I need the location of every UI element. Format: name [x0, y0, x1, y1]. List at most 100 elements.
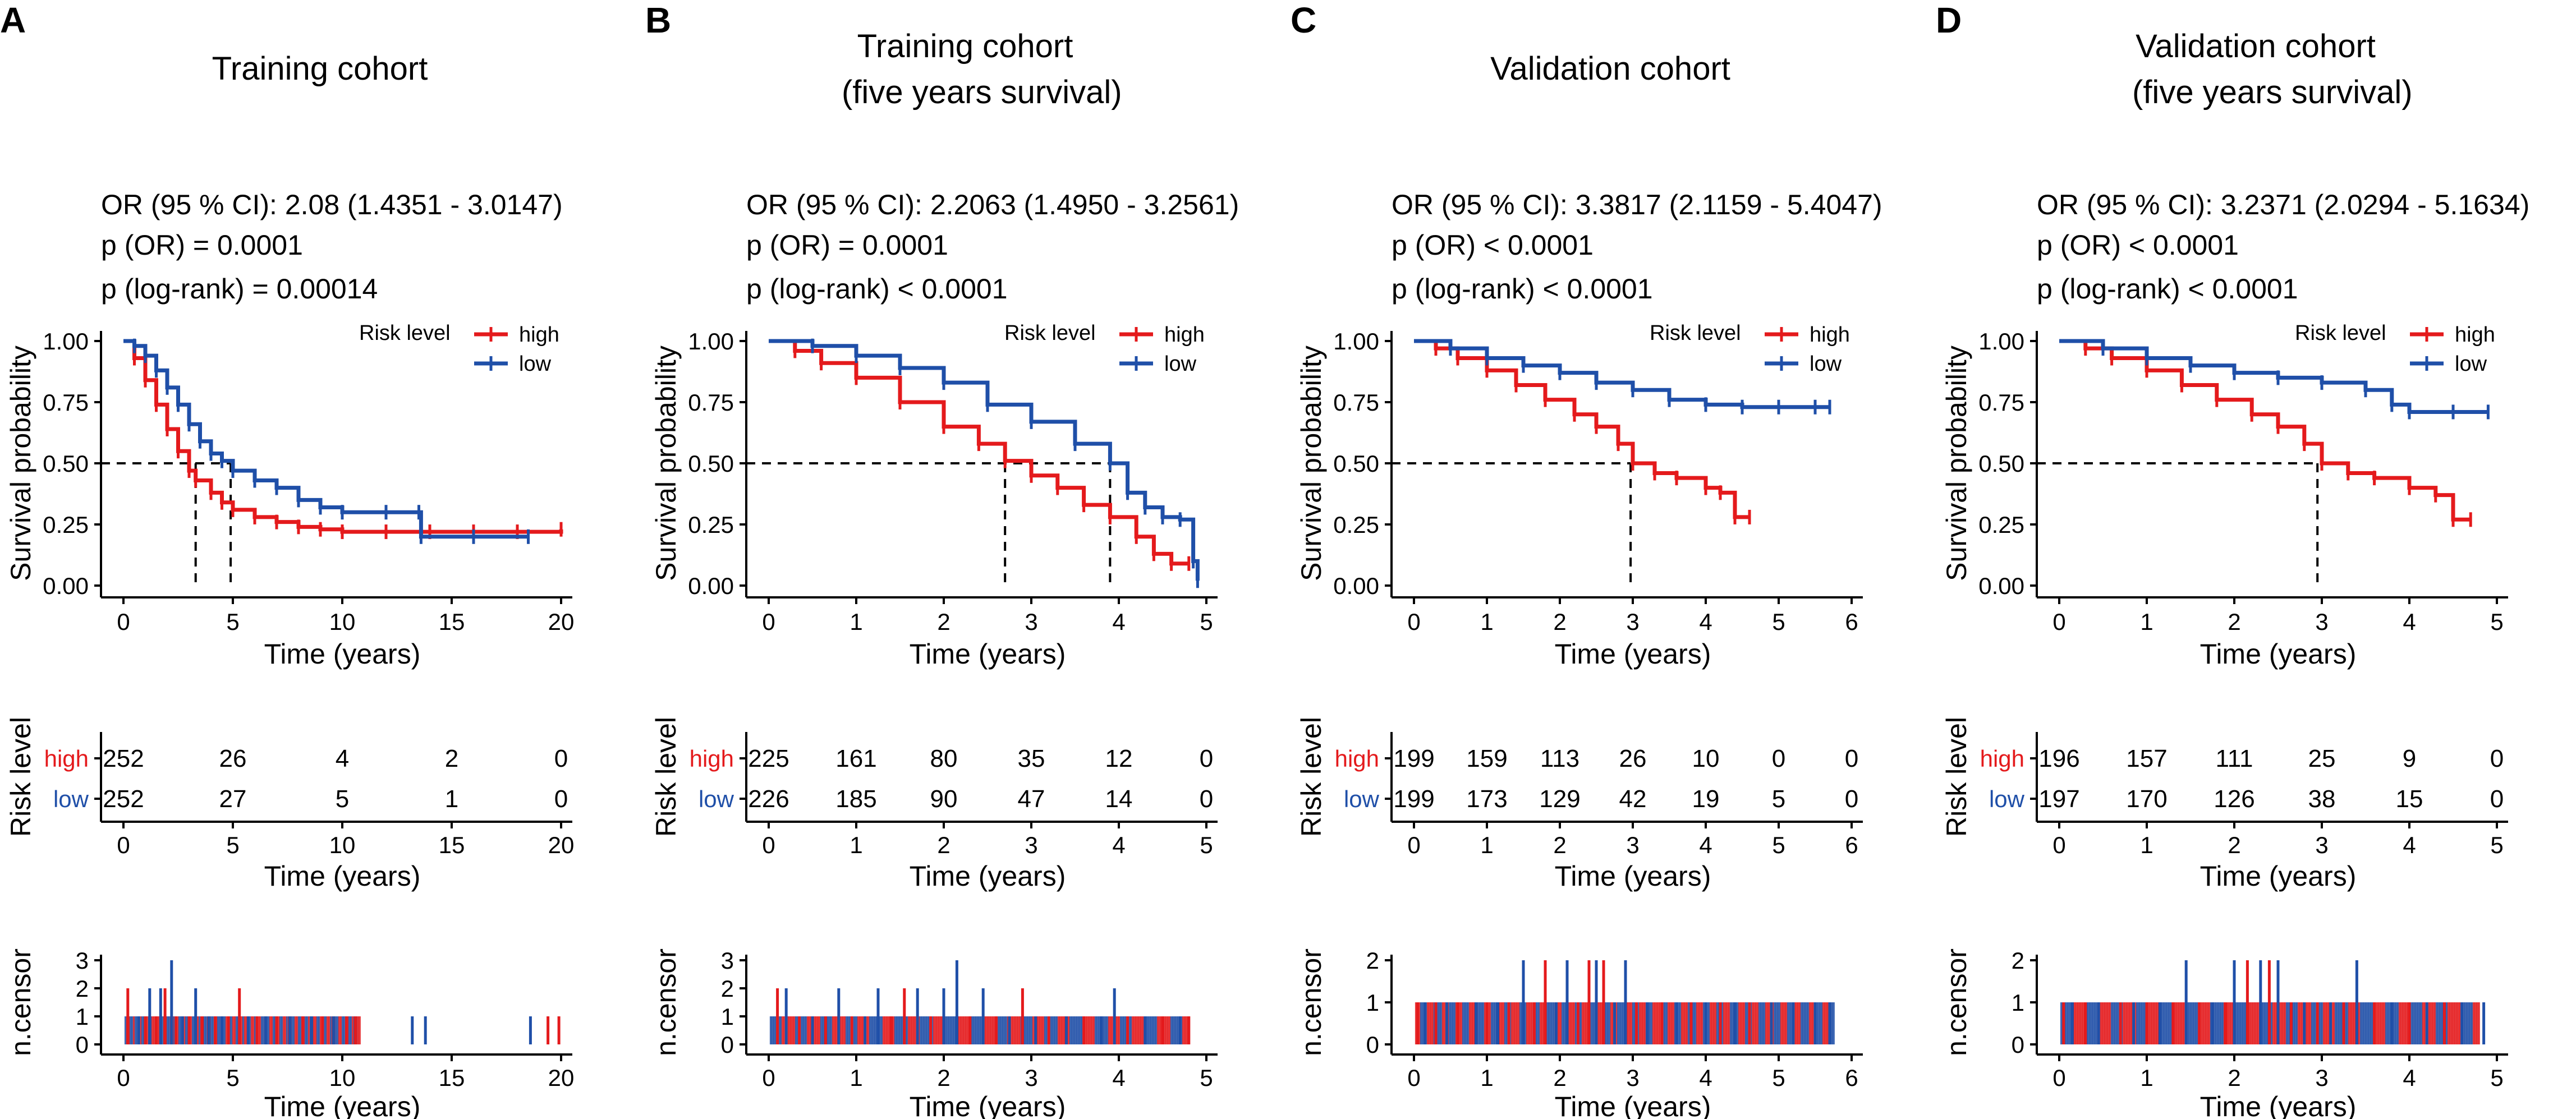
risk-count-high: 80 [930, 745, 958, 772]
censor-y-label: n.censor [1296, 948, 1327, 1056]
risk-x-tick-label: 2 [1553, 832, 1566, 858]
risk-x-tick-label: 6 [1845, 832, 1858, 858]
p-logrank-text: p (log-rank) < 0.0001 [746, 273, 1008, 305]
risk-x-tick-label: 2 [2228, 832, 2240, 858]
risk-x-tick-label: 4 [1112, 832, 1125, 858]
panel-letter: D [1936, 0, 1962, 40]
censor-x-tick-label: 4 [1112, 1065, 1125, 1091]
censor-y-tick-label: 2 [721, 975, 734, 1002]
censor-x-tick-label: 5 [1200, 1065, 1213, 1091]
risk-group-label-high: high [1335, 745, 1379, 772]
censor-y-tick-label: 0 [1366, 1031, 1379, 1058]
censor-x-tick-label: 15 [439, 1065, 465, 1091]
km-curve-high [123, 339, 563, 534]
km-x-tick-label: 0 [1407, 609, 1420, 635]
km-x-tick-label: 1 [1480, 609, 1493, 635]
risk-count-low: 0 [1845, 785, 1858, 813]
km-x-axis-label: Time (years) [264, 638, 421, 670]
censor-x-tick-label: 0 [1407, 1065, 1420, 1091]
km-y-axis-label: Survival probability [1941, 346, 1972, 581]
km-curve-low [1414, 339, 1830, 409]
km-y-tick-label: 0.25 [43, 512, 89, 538]
km-y-tick-label: 0.75 [688, 389, 734, 416]
km-curve-low [769, 339, 1200, 581]
km-x-axis-label: Time (years) [1555, 638, 1711, 670]
km-curve-high [769, 339, 1189, 566]
km-x-tick-label: 3 [1626, 609, 1639, 635]
censor-y-tick-label: 2 [76, 975, 89, 1002]
panel-d: D Validation cohort (five years survival)… [1936, 0, 2576, 1119]
risk-group-label-low: low [1989, 786, 2025, 812]
risk-count-low: 90 [930, 785, 958, 813]
risk-count-low: 47 [1018, 785, 1045, 813]
km-x-tick-label: 5 [2490, 609, 2503, 635]
censor-x-tick-label: 0 [117, 1065, 130, 1091]
risk-count-high: 111 [2216, 745, 2253, 772]
odds-ratio-text: OR (95 % CI): 3.3817 (2.1159 - 5.4047) [1392, 189, 1882, 220]
panel-letter: C [1291, 0, 1317, 40]
risk-x-tick-label: 0 [1407, 832, 1420, 858]
censor-x-tick-label: 0 [762, 1065, 775, 1091]
km-y-tick-label: 1.00 [1333, 328, 1379, 354]
legend-label-high: high [1164, 323, 1205, 347]
censor-x-tick-label: 5 [1772, 1065, 1785, 1091]
km-x-tick-label: 4 [1699, 609, 1712, 635]
km-y-tick-label: 0.75 [43, 389, 89, 416]
risk-x-tick-label: 5 [1200, 832, 1213, 858]
risk-count-low: 197 [2038, 785, 2079, 813]
risk-count-high: 9 [2403, 745, 2416, 772]
risk-count-low: 27 [219, 785, 247, 813]
km-x-tick-label: 1 [2140, 609, 2153, 635]
panel-letter: B [645, 0, 672, 40]
risk-x-tick-label: 1 [2140, 832, 2153, 858]
risk-count-high: 4 [336, 745, 349, 772]
legend-title: Risk level [359, 321, 451, 345]
risk-x-tick-label: 3 [1626, 832, 1639, 858]
km-x-tick-label: 0 [2052, 609, 2065, 635]
censor-x-tick-label: 5 [2490, 1065, 2503, 1091]
km-y-axis-label: Survival probability [5, 346, 36, 581]
km-x-axis-label: Time (years) [2200, 638, 2357, 670]
censor-x-tick-label: 2 [2228, 1065, 2240, 1091]
risk-count-low: 173 [1466, 785, 1507, 813]
risk-count-high: 2 [445, 745, 458, 772]
censor-y-tick-label: 1 [2012, 989, 2024, 1016]
censor-y-label: n.censor [5, 948, 36, 1056]
km-y-tick-label: 0.25 [1978, 512, 2024, 538]
km-curve-low [2059, 339, 2488, 414]
risk-group-label-high: high [1980, 745, 2024, 772]
p-or-text: p (OR) < 0.0001 [2037, 229, 2239, 261]
risk-count-high: 161 [835, 745, 876, 772]
km-x-tick-label: 5 [226, 609, 239, 635]
censor-x-tick-label: 3 [1626, 1065, 1639, 1091]
risk-x-tick-label: 15 [439, 832, 465, 858]
panel-c: C Validation cohort OR (95 % CI): 3.3817 (… [1291, 0, 1936, 1119]
censor-y-tick-label: 2 [2012, 947, 2024, 974]
risk-count-high: 196 [2038, 745, 2079, 772]
risk-table-y-label: Risk level [650, 717, 682, 837]
km-curve-high [2059, 339, 2471, 522]
censor-x-axis-label: Time (years) [910, 1091, 1066, 1119]
censor-x-tick-label: 1 [2140, 1065, 2153, 1091]
censor-x-tick-label: 3 [1025, 1065, 1037, 1091]
risk-count-high: 113 [1540, 745, 1579, 772]
risk-count-low: 15 [2396, 785, 2423, 813]
censor-y-tick-label: 1 [76, 1003, 89, 1030]
censor-x-axis-label: Time (years) [2200, 1091, 2357, 1119]
risk-count-high: 159 [1466, 745, 1507, 772]
legend-label-high: high [519, 323, 559, 347]
risk-count-high: 157 [2126, 745, 2167, 772]
risk-count-low: 126 [2214, 785, 2254, 813]
risk-table-y-label: Risk level [5, 717, 36, 837]
censor-x-tick-label: 1 [850, 1065, 862, 1091]
km-x-tick-label: 1 [850, 609, 862, 635]
risk-x-tick-label: 20 [548, 832, 575, 858]
risk-x-axis-label: Time (years) [910, 860, 1066, 892]
risk-group-label-low: low [699, 786, 734, 812]
km-y-tick-label: 0.00 [43, 573, 89, 599]
km-x-axis-label: Time (years) [910, 638, 1066, 670]
risk-count-high: 0 [2490, 745, 2504, 772]
risk-x-tick-label: 0 [762, 832, 775, 858]
km-y-tick-label: 0.50 [688, 450, 734, 477]
